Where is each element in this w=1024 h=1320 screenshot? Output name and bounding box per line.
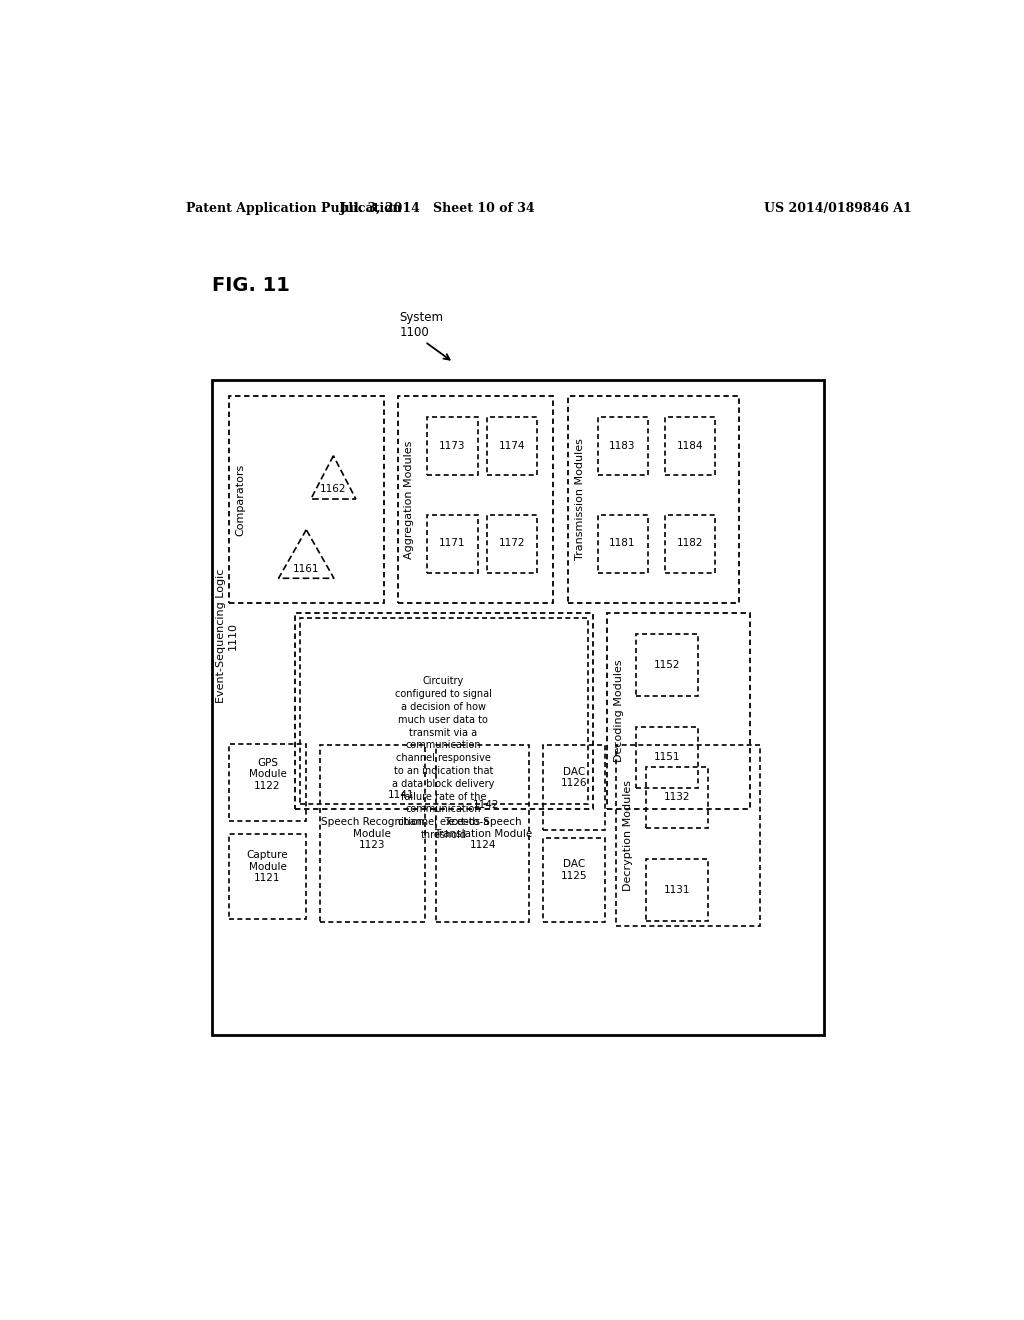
- Text: Patent Application Publication: Patent Application Publication: [186, 202, 401, 215]
- Text: 1181: 1181: [609, 539, 636, 548]
- Text: Event-Sequencing Logic
1110: Event-Sequencing Logic 1110: [216, 569, 238, 704]
- Bar: [321, 744, 425, 923]
- Bar: [300, 618, 588, 804]
- Bar: [636, 635, 698, 696]
- Text: Circuitry
configured to signal
a decision of how
much user data to
transmit via : Circuitry configured to signal a decisio…: [392, 676, 495, 840]
- Bar: [543, 744, 604, 830]
- Bar: [427, 515, 477, 573]
- Bar: [486, 515, 538, 573]
- Text: 1141: 1141: [387, 791, 414, 800]
- Bar: [598, 515, 648, 573]
- Text: Aggregation Modules: Aggregation Modules: [404, 441, 415, 558]
- Text: 1142: 1142: [473, 800, 500, 810]
- Text: 1173: 1173: [438, 441, 465, 450]
- Text: Text-to-Speech
Translation Module
1124: Text-to-Speech Translation Module 1124: [434, 817, 532, 850]
- Bar: [543, 838, 604, 923]
- Text: Decoding Modules: Decoding Modules: [613, 659, 624, 762]
- Bar: [228, 396, 384, 603]
- Bar: [397, 396, 553, 603]
- Bar: [607, 612, 751, 809]
- Bar: [427, 417, 477, 475]
- Bar: [665, 515, 716, 573]
- Text: DAC
1126: DAC 1126: [560, 767, 587, 788]
- Text: 1174: 1174: [499, 441, 525, 450]
- Text: Capture
Module
1121: Capture Module 1121: [247, 850, 289, 883]
- Text: 1172: 1172: [499, 539, 525, 548]
- Bar: [665, 417, 716, 475]
- Text: 1171: 1171: [438, 539, 465, 548]
- Text: 1161: 1161: [293, 564, 319, 574]
- Text: 1152: 1152: [654, 660, 681, 671]
- Text: 1151: 1151: [654, 752, 681, 763]
- Bar: [636, 726, 698, 788]
- Text: DAC
1125: DAC 1125: [560, 859, 587, 880]
- Bar: [486, 417, 538, 475]
- Text: 1182: 1182: [677, 539, 703, 548]
- Text: 1162: 1162: [321, 484, 347, 495]
- Text: Decryption Modules: Decryption Modules: [623, 780, 633, 891]
- Bar: [212, 380, 824, 1035]
- Bar: [436, 744, 529, 923]
- Bar: [616, 744, 760, 927]
- Text: 1132: 1132: [664, 792, 690, 803]
- Text: Jul. 3, 2014   Sheet 10 of 34: Jul. 3, 2014 Sheet 10 of 34: [340, 202, 536, 215]
- Text: 1131: 1131: [664, 884, 690, 895]
- Text: FIG. 11: FIG. 11: [212, 276, 290, 294]
- Bar: [646, 767, 708, 829]
- Text: System
1100: System 1100: [399, 312, 443, 339]
- Bar: [295, 612, 593, 809]
- Text: 1183: 1183: [609, 441, 636, 450]
- Bar: [568, 396, 738, 603]
- Text: Transmission Modules: Transmission Modules: [574, 438, 585, 561]
- Text: Speech Recognition
Module
1123: Speech Recognition Module 1123: [321, 817, 424, 850]
- Text: Comparators: Comparators: [236, 463, 246, 536]
- Text: US 2014/0189846 A1: US 2014/0189846 A1: [764, 202, 911, 215]
- Bar: [228, 834, 306, 919]
- Bar: [228, 743, 306, 821]
- Text: 1184: 1184: [677, 441, 703, 450]
- Text: GPS
Module
1122: GPS Module 1122: [249, 758, 287, 791]
- Bar: [598, 417, 648, 475]
- Bar: [646, 859, 708, 921]
